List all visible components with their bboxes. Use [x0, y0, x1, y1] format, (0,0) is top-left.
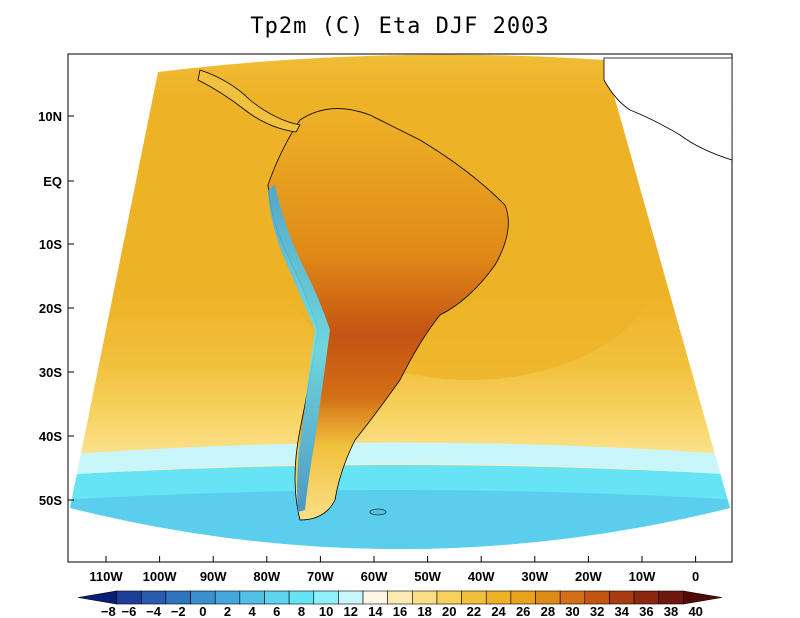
colorbar-swatch: [116, 590, 142, 605]
lat-tick-label: 40S: [39, 429, 62, 444]
colorbar-swatch: [239, 590, 265, 605]
colorbar-swatch: [461, 590, 487, 605]
colorbar-label: 30: [565, 604, 579, 618]
colorbar-label: 28: [541, 604, 555, 618]
colorbar-swatch: [535, 590, 561, 605]
lon-tick-label: 50W: [414, 569, 441, 584]
colorbar-swatch: [658, 590, 684, 605]
colorbar-label: 16: [393, 604, 407, 618]
colorbar-swatch: [214, 590, 241, 605]
lon-tick-label: 30W: [521, 569, 548, 584]
colorbar-label: 14: [368, 604, 383, 618]
lon-tick-label: 20W: [575, 569, 602, 584]
colorbar-swatch: [412, 590, 438, 605]
lon-tick-label: 110W: [89, 569, 123, 584]
colorbar-swatch: [584, 590, 610, 605]
colorbar-label: −8: [101, 604, 116, 618]
colorbar-swatch: [264, 590, 290, 605]
colorbar-label: 0: [199, 604, 206, 618]
colorbar-swatch: [633, 590, 660, 605]
lon-tick-label: 60W: [361, 569, 388, 584]
colorbar-swatch: [313, 590, 339, 605]
colorbar-swatch: [609, 590, 635, 605]
colorbar-label: 10: [319, 604, 333, 618]
colorbar-swatch: [362, 590, 388, 605]
colorbar-swatch: [165, 590, 191, 605]
colorbar-label: 22: [467, 604, 481, 618]
lat-tick-label: 20S: [39, 301, 62, 316]
latitude-axis: 10N EQ 10S 20S 30S 40S 50S: [38, 109, 74, 508]
colorbar-label: −6: [122, 604, 137, 618]
lon-tick-label: 70W: [307, 569, 334, 584]
lat-tick-label: 10N: [38, 109, 62, 124]
colorbar-label: 4: [249, 604, 257, 618]
lon-tick-label: 100W: [143, 569, 178, 584]
colorbar-swatch: [559, 590, 586, 605]
colorbar-labels: −8 −6 −4 −2 0 2 4 6 8 10 12 14 16 18 20 22 24 26 28 30 32 34 3…: [101, 604, 703, 618]
lon-tick-label: 40W: [468, 569, 495, 584]
colorbar-swatch: [485, 590, 512, 605]
colorbar-label: 40: [688, 604, 702, 618]
longitude-axis: 110W 100W 90W 80W 70W 60W 50W 40W 30W 20W 10W 0: [89, 556, 699, 584]
colorbar-swatch: [190, 590, 216, 605]
colorbar-label: 12: [343, 604, 357, 618]
colorbar-label: 8: [298, 604, 305, 618]
colorbar-swatch: [288, 590, 315, 605]
south-america-land: [197, 57, 733, 521]
colorbar-swatch: [387, 590, 413, 605]
colorbar-swatch: [77, 590, 117, 605]
colorbar-label: 6: [273, 604, 280, 618]
colorbar-swatch: [338, 590, 364, 605]
colorbar-label: 34: [615, 604, 630, 618]
colorbar-label: 2: [224, 604, 231, 618]
colorbar-label: 20: [442, 604, 456, 618]
lat-tick-label: 30S: [39, 365, 62, 380]
lon-tick-label: 90W: [200, 569, 227, 584]
colorbar-label: 26: [516, 604, 530, 618]
colorbar-label: 36: [639, 604, 653, 618]
lon-tick-label: 0: [692, 569, 699, 584]
colorbar-label: −4: [146, 604, 162, 618]
colorbar-label: 38: [664, 604, 678, 618]
colorbar-label: 24: [491, 604, 506, 618]
colorbar-swatch: [140, 590, 167, 605]
colorbar-label: −2: [171, 604, 186, 618]
lat-tick-label: 10S: [39, 237, 62, 252]
colorbar-swatch: [436, 590, 462, 605]
colorbar-swatch: [510, 590, 536, 605]
colorbar-label: 18: [417, 604, 431, 618]
colorbar: [77, 590, 723, 605]
lat-tick-label: EQ: [43, 174, 62, 189]
colorbar-swatch: [683, 590, 723, 605]
lat-tick-label: 50S: [39, 493, 62, 508]
colorbar-label: 32: [590, 604, 604, 618]
lon-tick-label: 80W: [253, 569, 280, 584]
map-title: Tp2m (C) Eta DJF 2003: [250, 14, 550, 39]
lon-tick-label: 10W: [629, 569, 656, 584]
